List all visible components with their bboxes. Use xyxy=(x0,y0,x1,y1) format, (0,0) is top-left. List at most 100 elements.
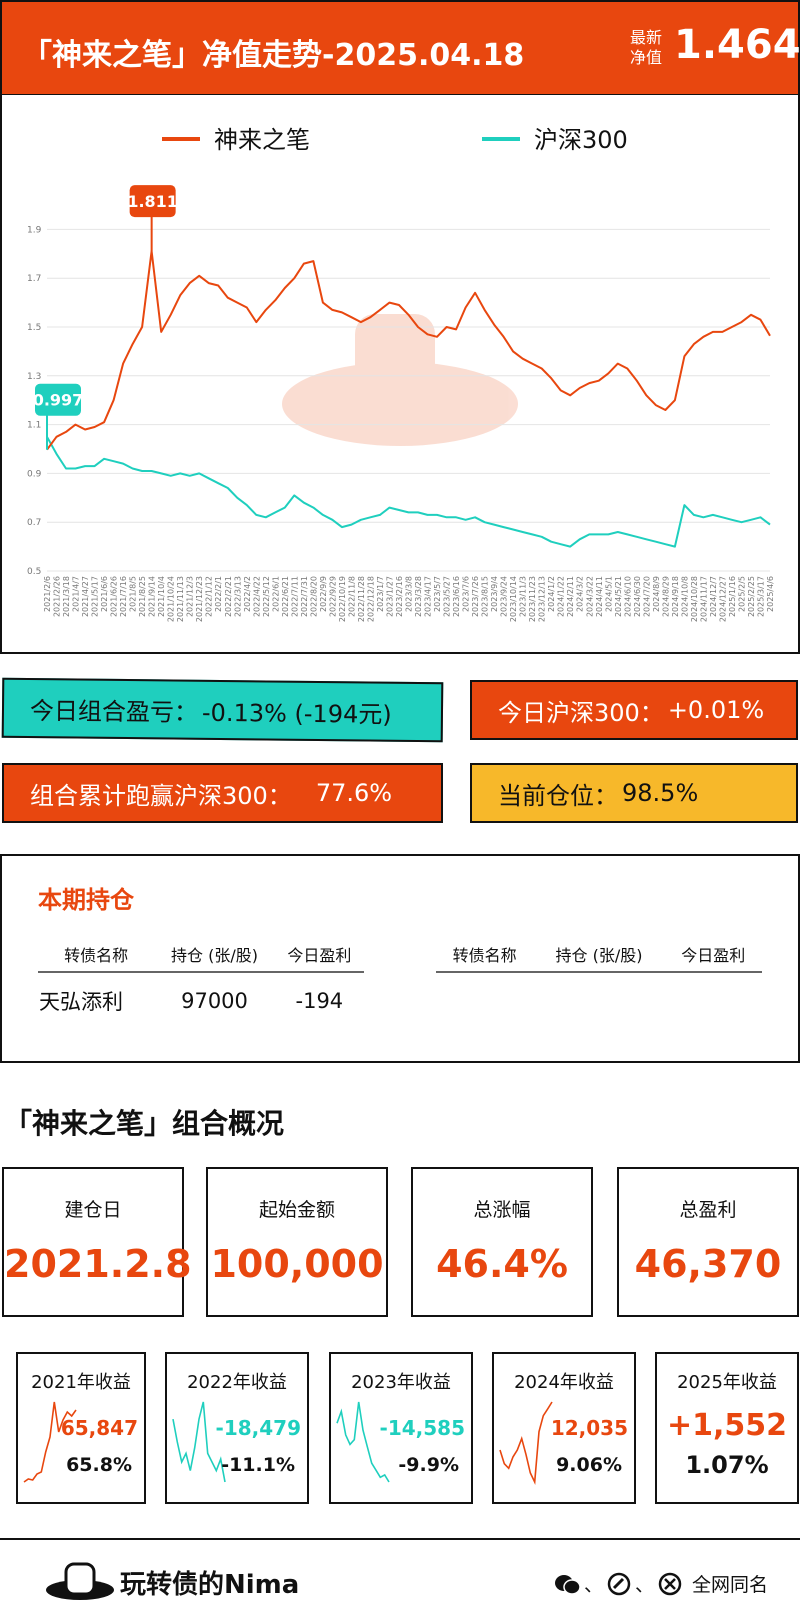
x-tick-label: 2024/12/7 xyxy=(709,576,718,617)
app-icon xyxy=(607,1572,631,1595)
card-label: 总盈利 xyxy=(679,1199,737,1221)
x-tick-label: 2022/1/12 xyxy=(205,576,214,617)
overview-card: 总盈利 46,370 xyxy=(617,1167,799,1317)
stat-value: 98.5% xyxy=(622,779,699,807)
x-tick-label: 2023/3/28 xyxy=(414,576,423,617)
stat-excess: 组合累计跑赢沪深300： 77.6% xyxy=(2,763,443,823)
x-tick-label: 2023/5/7 xyxy=(433,576,442,612)
stat-index: 今日沪深300： +0.01% xyxy=(470,680,798,740)
x-tick-label: 2023/6/16 xyxy=(452,576,461,617)
footer-logo xyxy=(46,1562,114,1600)
holdings-header: 转债名称 持仓 (张/股) 今日盈利 xyxy=(436,936,762,972)
stat-value: -0.13% (-194元) xyxy=(201,698,392,729)
x-tick-label: 2025/1/16 xyxy=(728,576,737,617)
x-tick-label: 2021/2/26 xyxy=(53,576,62,617)
legend-label: 神来之笔 xyxy=(214,126,310,154)
x-tick-label: 2023/4/17 xyxy=(424,576,433,617)
x-tick-label: 2023/11/23 xyxy=(528,576,537,622)
app-icon xyxy=(658,1572,682,1595)
logo-head xyxy=(64,1562,96,1596)
x-tick-label: 2021/11/13 xyxy=(176,576,185,622)
wechat-icon xyxy=(555,1574,580,1595)
x-tick-label: 2024/9/18 xyxy=(671,576,680,617)
x-tick-label: 2023/1/27 xyxy=(385,576,394,617)
x-tick-label: 2021/10/24 xyxy=(167,576,176,622)
x-tick-label: 2024/10/8 xyxy=(680,576,689,617)
x-tick-label: 2025/2/25 xyxy=(747,576,756,617)
x-tick-label: 2022/12/18 xyxy=(366,576,375,622)
x-tick-label: 2021/10/4 xyxy=(157,576,166,617)
separator: 、 xyxy=(584,1574,604,1596)
x-tick-label: 2024/8/29 xyxy=(661,576,670,617)
y-tick-label: 1.1 xyxy=(27,421,41,431)
x-tick-label: 2023/7/26 xyxy=(471,576,480,617)
x-tick-label: 2022/6/21 xyxy=(281,576,290,617)
x-tick-label: 2021/12/23 xyxy=(195,576,204,622)
x-tick-label: 2021/4/27 xyxy=(81,576,90,617)
year-card: 2021年收益 65,847 65.8% xyxy=(16,1352,146,1504)
legend-label: 沪深300 xyxy=(534,126,628,154)
year-sparkline xyxy=(499,1401,553,1485)
column-header: 今日盈利 xyxy=(287,945,352,965)
annotation-label: 0.997 xyxy=(33,391,84,410)
sparkline xyxy=(336,1401,390,1483)
nav-chart: 0.5 0.7 0.9 1.1 1.3 1.5 1.7 1.9 2021/2/6 2021/2/2… xyxy=(0,94,800,654)
card-value: 2021.2.8 xyxy=(4,1242,192,1286)
y-tick-label: 0.9 xyxy=(27,469,42,479)
sparkline xyxy=(172,1401,226,1483)
holdings: 本期持仓 转债名称 持仓 (张/股) 今日盈利 天弘添利 97000 -194 … xyxy=(0,854,800,1063)
x-tick-label: 2023/11/3 xyxy=(519,576,528,617)
year-label: 2021年收益 xyxy=(31,1372,131,1393)
x-tick-label: 2022/4/22 xyxy=(252,576,261,617)
x-tick-label: 2021/9/14 xyxy=(148,576,157,617)
x-tick-label: 2023/2/16 xyxy=(395,576,404,617)
x-tick-label: 2023/7/6 xyxy=(462,576,471,612)
holdings-title: 本期持仓 xyxy=(38,886,134,914)
x-tick-label: 2022/3/13 xyxy=(233,576,242,617)
x-tick-label: 2023/1/7 xyxy=(376,576,385,612)
x-tick-label: 2021/4/7 xyxy=(72,576,81,612)
y-tick-label: 0.5 xyxy=(27,567,41,577)
x-tick-label: 2024/3/2 xyxy=(576,576,585,612)
x-tick-label: 2023/12/13 xyxy=(538,576,547,622)
column-header: 转债名称 xyxy=(64,945,129,965)
x-tick-label: 2022/4/2 xyxy=(243,576,252,612)
annotation-box xyxy=(35,383,81,416)
y-tick-label: 1.3 xyxy=(27,372,41,382)
x-tick-label: 2025/3/17 xyxy=(756,576,765,617)
x-tick-label: 2024/6/30 xyxy=(633,576,642,617)
x-tick-label: 2021/8/5 xyxy=(129,576,138,612)
x-tick-label: 2024/2/11 xyxy=(566,576,575,617)
x-tick-label: 2023/9/4 xyxy=(490,576,499,612)
footer-tagline: 全网同名 xyxy=(692,1574,769,1596)
overview-card: 建仓日 2021.2.8 xyxy=(2,1167,192,1317)
year-pct: -11.1% xyxy=(221,1454,295,1476)
nav-value: 1.464 xyxy=(674,22,800,68)
stat-position: 当前仓位： 98.5% xyxy=(470,763,798,823)
year-label: 2022年收益 xyxy=(187,1372,287,1393)
x-tick-label: 2021/5/17 xyxy=(91,576,100,617)
x-tick-label: 2022/11/8 xyxy=(347,576,356,617)
x-tick-label: 2021/7/16 xyxy=(119,576,128,617)
y-tick-label: 0.7 xyxy=(27,518,41,528)
year-card: 2024年收益 12,035 9.06% xyxy=(492,1352,636,1504)
cell: 天弘添利 xyxy=(39,989,123,1014)
cell: 97000 xyxy=(181,988,248,1013)
x-tick-label: 2022/5/12 xyxy=(262,576,271,617)
x-tick-label: 2023/9/24 xyxy=(500,576,509,617)
holdings-header: 转债名称 持仓 (张/股) 今日盈利 xyxy=(38,936,364,972)
series-line xyxy=(46,250,771,451)
annotation-box xyxy=(129,185,176,218)
x-tick-label: 2024/5/21 xyxy=(614,576,623,617)
watermark-head xyxy=(355,314,435,424)
x-tick-label: 2025/4/6 xyxy=(766,576,775,612)
year-card: 2023年收益 -14,585 -9.9% xyxy=(329,1352,473,1504)
card-label: 建仓日 xyxy=(64,1199,122,1221)
x-tick-label: 2025/2/5 xyxy=(737,576,746,612)
year-amount: 65,847 xyxy=(60,1416,138,1440)
footer-brand: 玩转债的Nima xyxy=(120,1570,300,1600)
x-tick-label: 2022/7/31 xyxy=(300,576,309,617)
stat-value: 77.6% xyxy=(315,779,393,807)
column-header: 持仓 (张/股) xyxy=(171,945,258,965)
year-amount: 12,035 xyxy=(550,1416,628,1440)
